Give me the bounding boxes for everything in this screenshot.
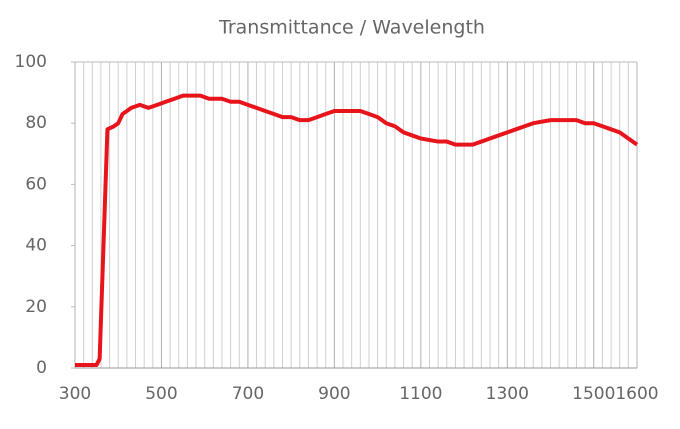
y-tick-label: 80: [25, 113, 47, 133]
x-tick-label: 500: [145, 384, 177, 404]
y-tick-label: 40: [25, 236, 47, 256]
y-tick-label: 20: [25, 297, 47, 317]
x-tick-label: 700: [232, 384, 264, 404]
x-tick-label: 1600: [615, 384, 658, 404]
y-tick-label: 0: [36, 358, 47, 378]
x-tick-label: 1500: [572, 384, 615, 404]
y-tick-label: 100: [15, 52, 47, 72]
x-tick-label: 1100: [399, 384, 442, 404]
chart-title: Transmittance / Wavelength: [218, 17, 485, 39]
line-series: [75, 93, 639, 367]
x-tick-label: 900: [318, 384, 350, 404]
y-tick-label: 60: [25, 174, 47, 194]
x-tick-label: 300: [59, 384, 91, 404]
x-tick-label: 1300: [486, 384, 529, 404]
